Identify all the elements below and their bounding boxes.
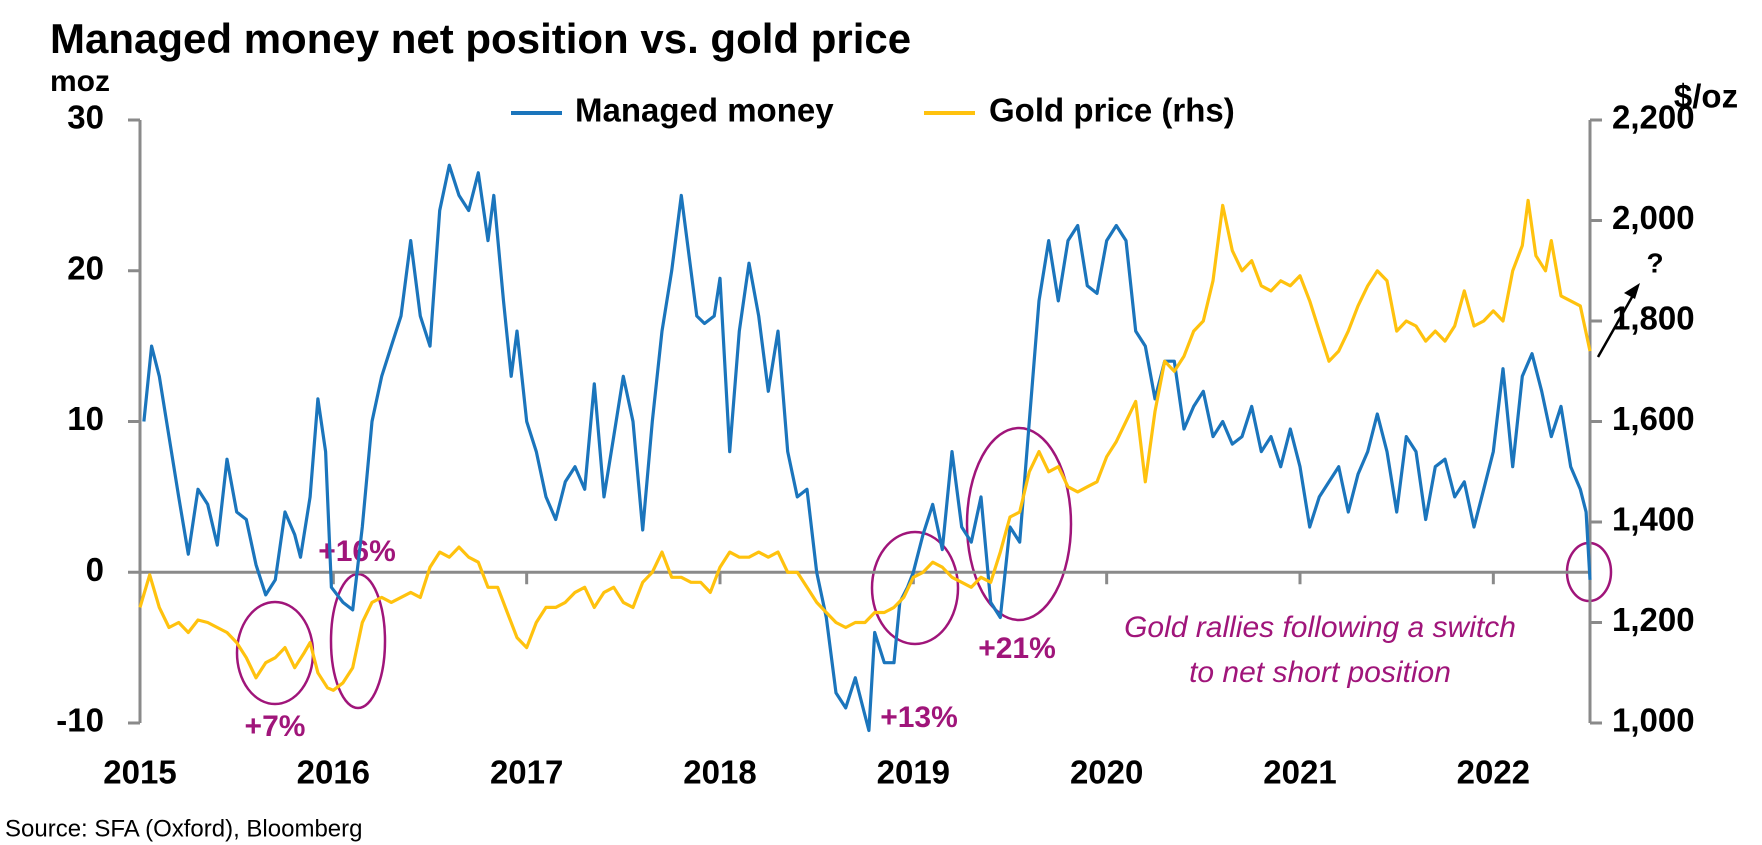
- annotation: to net short position: [1189, 656, 1451, 689]
- y-tick-label: 20: [67, 249, 104, 286]
- legend-label: Gold price (rhs): [989, 92, 1235, 129]
- y-tick-label: 30: [67, 99, 104, 136]
- x-tick-label: 2020: [1070, 754, 1143, 791]
- y-axis-label: moz: [50, 65, 110, 98]
- legend-label: Managed money: [575, 92, 834, 129]
- chart-title: Managed money net position vs. gold pric…: [50, 15, 911, 62]
- annotation: +13%: [880, 701, 958, 734]
- series-line: [142, 163, 1592, 733]
- y2-tick-label: 2,200: [1612, 99, 1695, 136]
- y2-tick-label: 1,000: [1612, 702, 1695, 739]
- source: Source: SFA (Oxford), Bloomberg: [5, 815, 362, 842]
- x-tick-label: 2015: [103, 754, 176, 791]
- ellipse: [965, 426, 1073, 622]
- ellipse: [235, 600, 315, 706]
- x-tick-label: 2021: [1263, 754, 1336, 791]
- y-tick-label: 10: [67, 400, 104, 437]
- annotation: +7%: [245, 710, 306, 743]
- x-tick-label: 2018: [683, 754, 756, 791]
- x-tick-label: 2017: [490, 754, 563, 791]
- y2-tick-label: 1,800: [1612, 300, 1695, 337]
- ellipse: [870, 530, 960, 646]
- arrow-head: [1624, 283, 1640, 299]
- y2-tick-label: 1,200: [1612, 601, 1695, 638]
- arrow: [1596, 289, 1638, 358]
- x-tick-label: 2022: [1457, 754, 1530, 791]
- y-tick-label: 0: [86, 551, 104, 588]
- annotation: ?: [1646, 247, 1663, 278]
- y2-tick-label: 1,600: [1612, 400, 1695, 437]
- y2-tick-label: 2,000: [1612, 199, 1695, 236]
- y2-axis-label: $/oz: [1674, 78, 1738, 115]
- y-tick-label: -10: [56, 702, 104, 739]
- annotation: Gold rallies following a switch: [1124, 611, 1516, 644]
- series-line: [138, 198, 1592, 692]
- x-tick-label: 2016: [297, 754, 370, 791]
- annotations: +16% +7% +13% +21% Gold rallies followin…: [235, 247, 1664, 743]
- y2-tick-label: 1,400: [1612, 501, 1695, 538]
- x-tick-label: 2019: [877, 754, 950, 791]
- annotation: +21%: [978, 632, 1056, 665]
